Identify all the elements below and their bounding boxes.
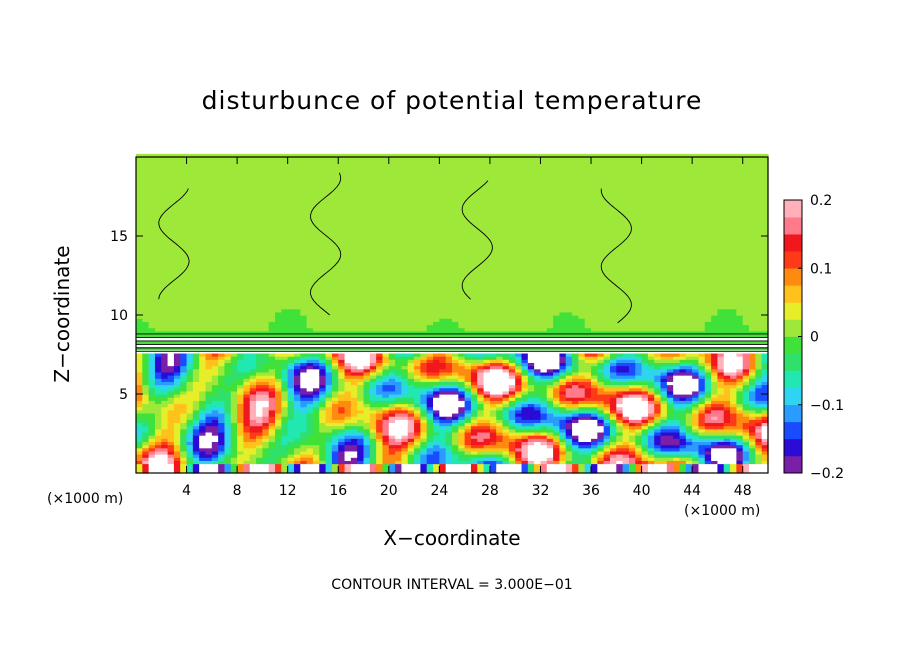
x-tick-label: 36 xyxy=(582,483,600,499)
colorbar-segment xyxy=(784,285,802,303)
colorbar-segment xyxy=(784,421,802,440)
colorbar-segment xyxy=(784,217,802,235)
chart-title: disturbunce of potential temperature xyxy=(201,86,703,115)
x-tick-label: 44 xyxy=(683,483,701,499)
colorbar-segment xyxy=(784,268,802,286)
y-tick-label: 15 xyxy=(110,229,128,245)
x-unit-label-left: (×1000 m) xyxy=(47,491,124,507)
colorbar-tick-label: 0.1 xyxy=(810,261,832,277)
y-tick-label: 5 xyxy=(119,387,128,403)
x-tick-label: 40 xyxy=(633,483,651,499)
x-tick-label: 16 xyxy=(329,483,347,499)
x-tick-label: 48 xyxy=(734,483,752,499)
contour-interval-note: CONTOUR INTERVAL = 3.000E−01 xyxy=(331,577,573,593)
x-tick-label: 28 xyxy=(481,483,499,499)
heatmap-cells xyxy=(136,153,769,474)
x-tick-label: 32 xyxy=(532,483,550,499)
y-axis-label: Z−coordinate xyxy=(50,245,74,383)
colorbar-tick-label: −0.2 xyxy=(810,466,844,482)
colorbar-segment xyxy=(784,336,802,354)
x-tick-label: 8 xyxy=(233,483,242,499)
colorbar-segment xyxy=(784,353,802,371)
y-tick-label: 10 xyxy=(110,308,128,324)
colorbar-segment xyxy=(784,302,802,320)
colorbar-segment xyxy=(784,370,802,388)
x-tick-label: 12 xyxy=(279,483,297,499)
colorbar-segment xyxy=(784,404,802,423)
colorbar-segment xyxy=(784,200,802,218)
colorbar-segment xyxy=(784,455,802,474)
colorbar-segment xyxy=(784,251,802,269)
x-tick-label: 24 xyxy=(430,483,448,499)
colorbar-tick-label: 0 xyxy=(810,330,819,346)
colorbar-tick-label: 0.2 xyxy=(810,193,832,209)
colorbar-segment xyxy=(784,438,802,457)
x-tick-label: 20 xyxy=(380,483,398,499)
x-tick-label: 4 xyxy=(182,483,191,499)
colorbar-tick-label: −0.1 xyxy=(810,398,844,414)
x-axis-label: X−coordinate xyxy=(383,526,521,550)
colorbar-segment xyxy=(784,234,802,252)
colorbar-segment xyxy=(784,319,802,337)
contour-lines xyxy=(136,172,768,352)
x-unit-label-right: (×1000 m) xyxy=(684,503,761,519)
colorbar-segment xyxy=(784,387,802,406)
